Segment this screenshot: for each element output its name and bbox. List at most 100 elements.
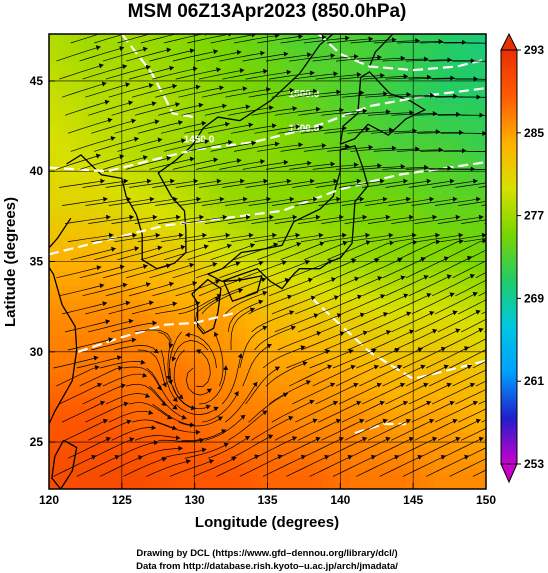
- heatmap-cell: [189, 363, 197, 371]
- heatmap-cell: [133, 209, 141, 217]
- heatmap-cell: [385, 419, 393, 427]
- heatmap-cell: [147, 475, 155, 483]
- heatmap-cell: [259, 335, 267, 343]
- streamline-arrowhead: [426, 293, 432, 298]
- heatmap-cell: [182, 419, 190, 427]
- heatmap-cell: [469, 356, 477, 364]
- heatmap-cell: [483, 265, 486, 273]
- heatmap-cell: [371, 160, 379, 168]
- heatmap-cell: [294, 433, 302, 441]
- heatmap-cell: [70, 384, 78, 392]
- heatmap-cell: [126, 160, 134, 168]
- heatmap-cell: [420, 104, 428, 112]
- heatmap-cell: [259, 167, 267, 175]
- heatmap-cell: [364, 195, 372, 203]
- heatmap-cell: [364, 167, 372, 175]
- heatmap-cell: [322, 314, 330, 322]
- heatmap-cell: [294, 377, 302, 385]
- heatmap-cell: [343, 83, 351, 91]
- heatmap-cell: [469, 104, 477, 112]
- heatmap-cell: [357, 363, 365, 371]
- heatmap-cell: [147, 265, 155, 273]
- heatmap-cell: [483, 391, 486, 399]
- heatmap-cell: [77, 412, 85, 420]
- heatmap-cell: [231, 391, 239, 399]
- heatmap-cell: [119, 447, 127, 455]
- heatmap-cell: [238, 223, 246, 231]
- heatmap-cell: [56, 174, 64, 182]
- heatmap-cell: [77, 349, 85, 357]
- heatmap-cell: [217, 41, 225, 49]
- heatmap-cell: [413, 300, 421, 308]
- streamline-arrowhead: [274, 366, 280, 372]
- heatmap-cell: [301, 181, 309, 189]
- heatmap-cell: [168, 118, 176, 126]
- heatmap-cell: [371, 321, 379, 329]
- heatmap-cell: [119, 90, 127, 98]
- heatmap-cell: [210, 97, 218, 105]
- heatmap-cell: [77, 328, 85, 336]
- streamline: [193, 456, 237, 477]
- heatmap-cell: [280, 153, 288, 161]
- heatmap-cell: [301, 195, 309, 203]
- heatmap-cell: [210, 300, 218, 308]
- streamline: [472, 360, 486, 369]
- heatmap-cell: [350, 475, 358, 483]
- heatmap-cell: [322, 377, 330, 385]
- heatmap-cell: [413, 440, 421, 448]
- heatmap-cell: [196, 90, 204, 98]
- heatmap-cell: [168, 153, 176, 161]
- heatmap-cell: [343, 461, 351, 469]
- heatmap-cell: [294, 391, 302, 399]
- heatmap-cell: [245, 461, 253, 469]
- heatmap-cell: [378, 335, 386, 343]
- heatmap-cell: [287, 118, 295, 126]
- streamline: [467, 151, 486, 152]
- streamline: [169, 367, 196, 410]
- heatmap-cell: [224, 111, 232, 119]
- heatmap-cell: [217, 370, 225, 378]
- heatmap-cell: [175, 293, 183, 301]
- streamline-arrowhead: [251, 140, 256, 146]
- heatmap-cell: [112, 55, 120, 63]
- streamline: [173, 349, 185, 400]
- heatmap-cell: [364, 83, 372, 91]
- heatmap-cell: [126, 454, 134, 462]
- heatmap-cell: [469, 363, 477, 371]
- heatmap-cell: [91, 181, 99, 189]
- heatmap-cell: [441, 314, 449, 322]
- heatmap-cell: [231, 41, 239, 49]
- heatmap-cell: [434, 132, 442, 140]
- heatmap-cell: [420, 314, 428, 322]
- heatmap-cell: [161, 251, 169, 259]
- heatmap-cell: [336, 300, 344, 308]
- heatmap-cell: [231, 188, 239, 196]
- heatmap-cell: [112, 468, 120, 476]
- streamline: [129, 67, 175, 80]
- streamline: [140, 139, 186, 152]
- heatmap-cell: [350, 370, 358, 378]
- streamline-arrowhead: [449, 292, 455, 298]
- heatmap-cell: [112, 377, 120, 385]
- heatmap-cell: [259, 482, 267, 489]
- heatmap-cell: [329, 405, 337, 413]
- heatmap-cell: [49, 300, 57, 308]
- heatmap-cell: [350, 293, 358, 301]
- streamline-arrowhead: [350, 364, 356, 370]
- streamline: [318, 295, 363, 315]
- heatmap-cell: [343, 314, 351, 322]
- streamline-arrowhead: [102, 301, 108, 307]
- heatmap-cell: [266, 230, 274, 238]
- heatmap-cell: [301, 384, 309, 392]
- heatmap-cell: [182, 405, 190, 413]
- heatmap-cell: [385, 286, 393, 294]
- heatmap-cell: [378, 412, 386, 420]
- heatmap-cell: [231, 265, 239, 273]
- streamline: [248, 295, 293, 315]
- heatmap-cell: [448, 433, 456, 441]
- heatmap-cell: [133, 118, 141, 126]
- heatmap-cell: [105, 55, 113, 63]
- heatmap-cell: [175, 216, 183, 224]
- heatmap-cell: [91, 328, 99, 336]
- heatmap-cell: [427, 384, 435, 392]
